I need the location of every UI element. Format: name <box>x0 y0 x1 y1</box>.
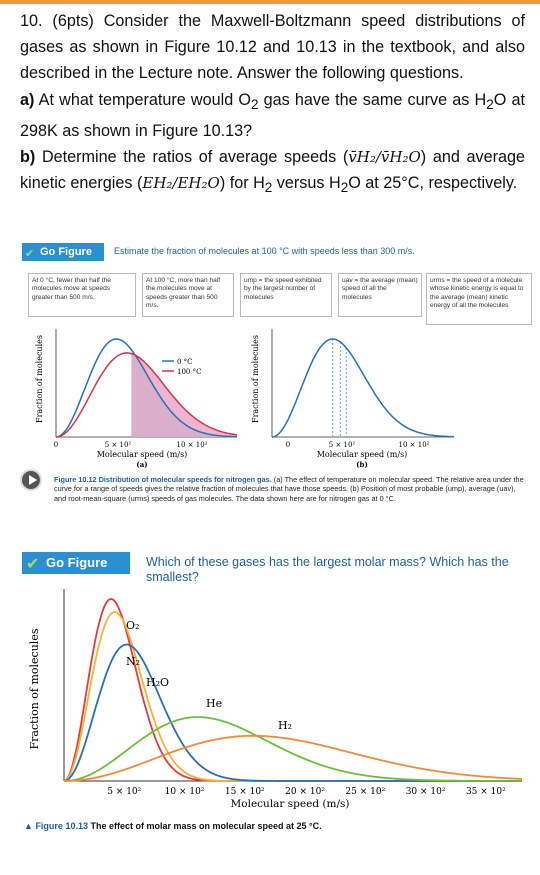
series-0c <box>55 338 237 438</box>
xlabel-b: Molecular speed (m/s) <box>317 450 408 459</box>
top-accent-bar <box>0 0 540 4</box>
figure-10-13: ✔ Go Figure Which of these gases has the… <box>22 545 534 865</box>
caption-title: Figure 10.12 Distribution of molecular s… <box>54 475 272 484</box>
panel-a-label: (a) <box>136 460 147 469</box>
xlabel-13: Molecular speed (m/s) <box>231 798 350 810</box>
x-tick-label: 20 × 10² <box>285 787 325 797</box>
caption-text: (a) The effect of temperature on molecul… <box>54 475 524 503</box>
panel-a: Fraction of molecules 0 °C 100 °C 0 5 × … <box>35 329 238 469</box>
play-video-icon[interactable] <box>20 469 42 491</box>
question-text: 10. (6pts) Consider the Maxwell-Boltzman… <box>20 8 525 202</box>
legend-label-100c: 100 °C <box>177 368 201 376</box>
x-tick-label: 15 × 10² <box>225 787 265 797</box>
x-tick-label: 10 × 10² <box>165 787 205 797</box>
tick-a-0: 0 <box>54 441 58 449</box>
question-intro: 10. (6pts) Consider the Maxwell-Boltzman… <box>20 12 525 83</box>
shade-100c <box>131 353 237 437</box>
legend-label-0c: 0 °C <box>177 358 193 366</box>
figure-10-12: ✔ Go Figure Estimate the fraction of mol… <box>20 243 534 535</box>
go-figure-question: Estimate the fraction of molecules at 10… <box>114 246 415 256</box>
tick-b-1: 5 × 10² <box>329 441 356 449</box>
series-group <box>63 598 522 782</box>
go-figure-tag-13: ✔ Go Figure <box>22 552 130 574</box>
energy-ratio: EH₂/EH₂O <box>142 174 220 193</box>
go-figure-tag: ✔ Go Figure <box>22 243 104 261</box>
tick-a-1: 5 × 10² <box>105 441 132 449</box>
series-3 <box>64 716 522 782</box>
question-part-b: b) Determine the ratios of average speed… <box>20 148 526 196</box>
tick-b-2: 10 × 10² <box>399 441 430 449</box>
ylabel-a: Fraction of molecules <box>35 335 44 423</box>
question-part-a: a) At what temperature would O2 gas have… <box>20 90 525 141</box>
series-100c <box>55 352 238 438</box>
xlabel-a: Molecular speed (m/s) <box>97 450 188 459</box>
ylabel-13: Fraction of molecules <box>28 628 41 749</box>
speed-ratio: v̄H₂/v̄H₂O <box>348 148 421 167</box>
annotation-100c: At 100 °C, more than half the molecules … <box>142 273 234 317</box>
panel-b-label: (b) <box>356 460 368 469</box>
series-4 <box>64 734 522 782</box>
x-tick-label: 5 × 10² <box>107 787 141 797</box>
figure-10-13-caption: ▲ Figure 10.13 The effect of molar mass … <box>24 821 322 831</box>
ylabel-b: Fraction of molecules <box>251 335 260 423</box>
label-h2o: H₂O <box>146 676 169 689</box>
check-icon: ✔ <box>25 248 35 260</box>
x-tick-label: 30 × 10² <box>406 787 446 797</box>
tick-b-0: 0 <box>286 441 290 449</box>
x-ticks: 5 × 10² 10 × 10² 15 × 10² 20 × 10² 25 × 10² 3… <box>107 787 506 797</box>
annotation-urms: urms = the speed of a molecule whose kin… <box>426 273 532 325</box>
label-n2: N₂ <box>126 655 140 668</box>
x-tick-label: 25 × 10² <box>345 787 385 797</box>
tick-a-2: 10 × 10² <box>177 441 208 449</box>
go-figure-header: ✔ Go Figure Estimate the fraction of mol… <box>22 243 534 263</box>
speed-marker-lines <box>332 339 347 437</box>
label-h2: H₂ <box>278 719 292 732</box>
annotation-ump: ump = the speed exhibited by the largest… <box>240 273 332 317</box>
triangle-icon: ▲ <box>24 821 33 831</box>
go-figure-question-13: Which of these gases has the largest mol… <box>146 555 509 584</box>
panel-b: Fraction of molecules 0 5 × 10² 10 × 10²… <box>251 329 454 469</box>
series-1 <box>63 611 522 782</box>
figure-10-12-caption: Figure 10.12 Distribution of molecular s… <box>54 475 524 503</box>
chart-10-12: Fraction of molecules 0 °C 100 °C 0 5 × … <box>35 329 454 469</box>
label-he: He <box>206 697 222 710</box>
series-n2-0c <box>271 338 454 438</box>
chart-10-13: Fraction of molecules 5 × 10² 10 × 10² 15 … <box>28 589 522 810</box>
annotation-0c: At 0 °C, fewer than half the molecules m… <box>28 273 136 317</box>
x-tick-label: 35 × 10² <box>466 787 506 797</box>
annotation-uav: uav = the average (mean) speed of all th… <box>338 273 422 317</box>
check-icon: ✔ <box>26 556 40 573</box>
label-o2: O₂ <box>126 619 139 632</box>
